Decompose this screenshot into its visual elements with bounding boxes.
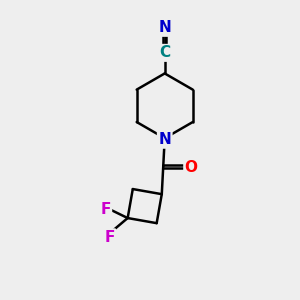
Text: F: F	[100, 202, 111, 217]
Text: N: N	[158, 20, 171, 35]
Text: O: O	[185, 160, 198, 175]
Text: C: C	[159, 45, 170, 60]
Text: F: F	[104, 230, 115, 245]
Text: N: N	[158, 132, 171, 147]
